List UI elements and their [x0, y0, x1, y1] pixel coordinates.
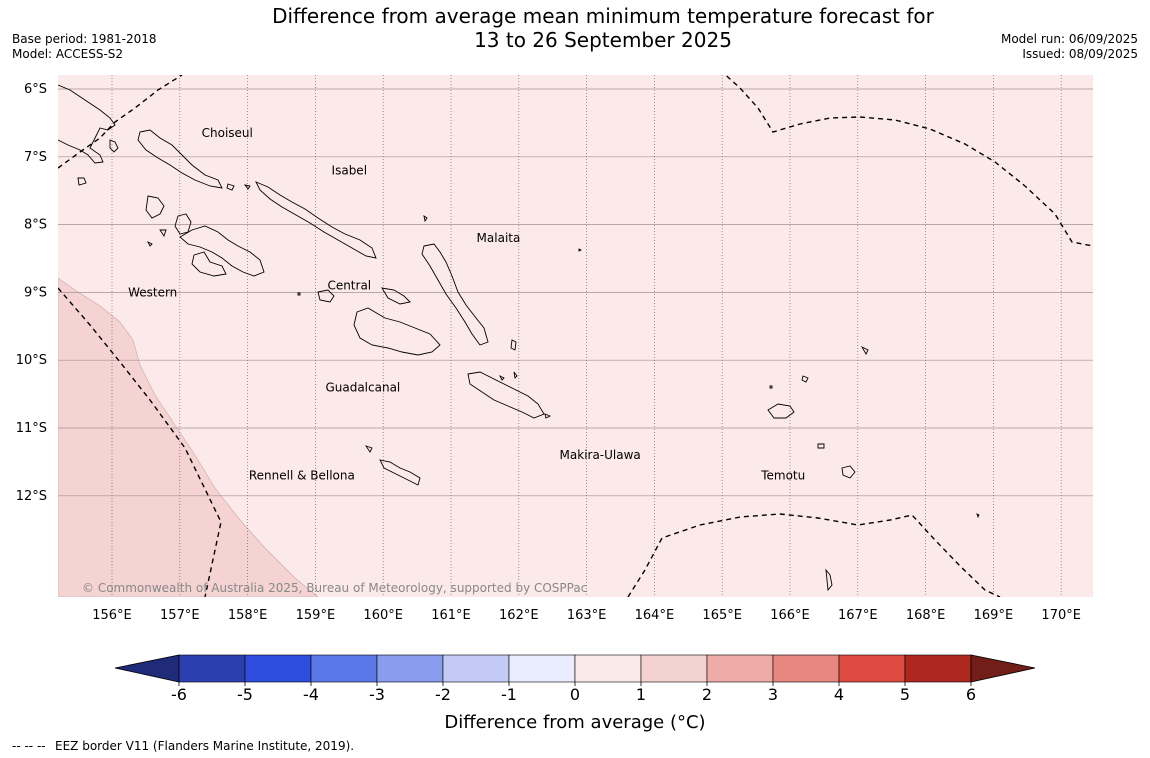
colorbar-under-arrow — [114, 654, 180, 683]
lon-label: 161°E — [431, 608, 471, 623]
colorbar-tick-label: -4 — [303, 685, 319, 704]
eez-legend-text: EEZ border V11 (Flanders Marine Institut… — [55, 739, 354, 753]
issued-text: Issued: 08/09/2025 — [1022, 47, 1138, 61]
lat-label: 7°S — [24, 150, 47, 165]
lon-label: 170°E — [1041, 608, 1081, 623]
colorbar-cell — [574, 654, 642, 683]
lon-label: 169°E — [974, 608, 1014, 623]
province-label: Western — [128, 285, 177, 299]
lon-label: 156°E — [92, 608, 132, 623]
lon-label: 163°E — [567, 608, 607, 623]
lat-label: 10°S — [16, 353, 47, 368]
colorbar-tick-label: -3 — [369, 685, 385, 704]
colorbar-cell — [904, 654, 972, 683]
province-label: Rennell & Bellona — [249, 468, 355, 482]
colorbar: -6 -5 -4 -3 -2 -1 0 1 2 3 4 5 6 Difference from aver… — [12, 654, 1036, 753]
longitude-labels: 156°E 157°E 158°E 159°E 160°E 161°E 162°E 163°E… — [92, 608, 1081, 623]
colorbar-tick-label: 1 — [636, 685, 646, 704]
lon-label: 159°E — [296, 608, 336, 623]
colorbar-cell — [376, 654, 444, 683]
colorbar-cells — [178, 654, 972, 683]
base-period-text: Base period: 1981-2018 — [12, 32, 157, 46]
lon-label: 168°E — [906, 608, 946, 623]
graticule — [58, 75, 1093, 597]
colorbar-tick-label: -2 — [435, 685, 451, 704]
province-label: Malaita — [477, 231, 521, 245]
colorbar-tick-label: -1 — [501, 685, 517, 704]
colorbar-cell — [640, 654, 708, 683]
colorbar-tick-label: 6 — [966, 685, 976, 704]
eez-border-lines — [58, 75, 1093, 597]
colorbar-cell — [508, 654, 576, 683]
province-label: Central — [327, 279, 371, 293]
colorbar-tick-label: -6 — [171, 685, 187, 704]
colorbar-tick-label: 4 — [834, 685, 844, 704]
colorbar-cell — [310, 654, 378, 683]
anomaly-1-to-2-region — [58, 277, 319, 597]
lon-label: 167°E — [838, 608, 878, 623]
lat-label: 11°S — [16, 421, 47, 436]
forecast-map: 6°S 7°S 8°S 9°S 10°S 11°S 12°S 156°E 157°E 158°E… — [16, 75, 1093, 623]
copyright-text: © Commonwealth of Australia 2025, Bureau… — [82, 581, 587, 595]
lon-label: 162°E — [499, 608, 539, 623]
lon-label: 158°E — [228, 608, 268, 623]
colorbar-label: Difference from average (°C) — [444, 712, 705, 733]
lat-label: 6°S — [24, 82, 47, 97]
model-text: Model: ACCESS-S2 — [12, 47, 124, 61]
lon-label: 166°E — [770, 608, 810, 623]
chart-title-line2: 13 to 26 September 2025 — [474, 28, 732, 52]
lat-label: 9°S — [24, 285, 47, 300]
province-labels: Choiseul Isabel Malaita Western Central Guada… — [128, 126, 805, 482]
colorbar-cell — [442, 654, 510, 683]
lon-label: 164°E — [635, 608, 675, 623]
colorbar-tick-label: 3 — [768, 685, 778, 704]
colorbar-cell — [178, 654, 246, 683]
province-label: Isabel — [332, 163, 367, 177]
colorbar-ticks: -6 -5 -4 -3 -2 -1 0 1 2 3 4 5 6 — [171, 682, 976, 704]
lat-label: 12°S — [16, 489, 47, 504]
lon-label: 157°E — [160, 608, 200, 623]
province-label: Temotu — [760, 468, 805, 482]
colorbar-cell — [772, 654, 840, 683]
lon-label: 165°E — [702, 608, 742, 623]
colorbar-tick-label: -5 — [237, 685, 253, 704]
colorbar-cell — [244, 654, 312, 683]
colorbar-cell — [838, 654, 906, 683]
lat-label: 8°S — [24, 218, 47, 233]
latitude-labels: 6°S 7°S 8°S 9°S 10°S 11°S 12°S — [16, 82, 47, 504]
island-outlines — [58, 84, 980, 592]
model-run-text: Model run: 06/09/2025 — [1000, 32, 1138, 46]
lon-label: 160°E — [363, 608, 403, 623]
chart-title-line1: Difference from average mean minimum tem… — [272, 4, 934, 28]
colorbar-tick-label: 0 — [570, 685, 580, 704]
colorbar-tick-label: 2 — [702, 685, 712, 704]
province-label: Guadalcanal — [325, 380, 400, 394]
province-label: Makira-Ulawa — [560, 448, 641, 462]
eez-legend-symbol: -- -- -- — [12, 739, 46, 753]
province-label: Choiseul — [202, 126, 253, 140]
colorbar-over-arrow — [970, 654, 1036, 683]
colorbar-tick-label: 5 — [900, 685, 910, 704]
colorbar-cell — [706, 654, 774, 683]
